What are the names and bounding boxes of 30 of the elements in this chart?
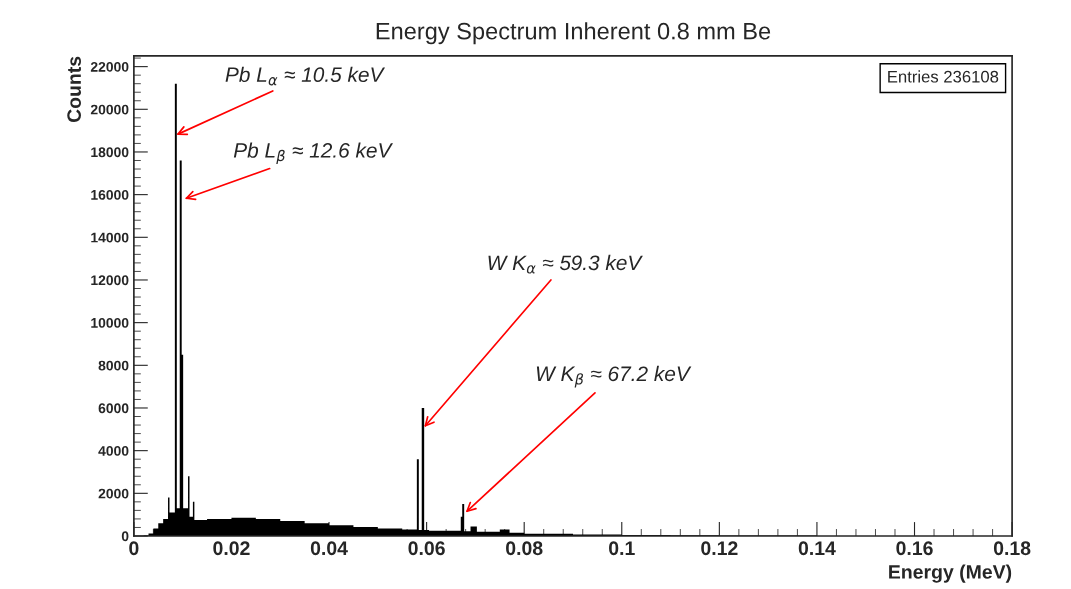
annotation: Entries 236108 (888, 70, 999, 83)
annotation: Pb L$_{α}$ ≈ 10.5 keV (225, 66, 386, 86)
y-tick-label: 6000 (98, 403, 129, 414)
y-tick-label: 4000 (98, 445, 129, 456)
x-tick-label: 0 (129, 541, 139, 556)
x-tick-label: 0.08 (506, 541, 543, 556)
x-axis-title: Energy (MeV) (889, 564, 1012, 583)
x-tick-label: 0.16 (896, 541, 933, 556)
x-tick-label: 0.12 (701, 541, 738, 556)
x-tick-label: 0.02 (213, 541, 250, 556)
y-tick-label: 0 (121, 531, 129, 542)
y-tick-label: 18000 (91, 147, 129, 158)
x-tick-label: 0.1 (609, 541, 635, 556)
chart-title: Energy Spectrum Inherent 0.8 mm Be (376, 22, 771, 45)
x-tick-label: 0.18 (993, 541, 1031, 556)
y-tick-label: 20000 (90, 104, 129, 115)
y-tick-label: 12000 (91, 275, 129, 286)
y-tick-label: 8000 (98, 360, 129, 371)
y-tick-label: 2000 (98, 488, 129, 499)
x-tick-label: 0.06 (408, 541, 445, 556)
annotation: W K$_{α}$ ≈ 59.3 keV (488, 254, 643, 274)
annotation: W K$_{β}$ ≈ 67.2 keV (536, 365, 692, 388)
y-tick-label: 10000 (91, 317, 129, 328)
y-tick-label: 14000 (91, 232, 129, 243)
y-tick-label: 22000 (90, 61, 129, 72)
x-tick-label: 0.04 (310, 541, 348, 556)
annotation: Pb L$_{β}$ ≈ 12.6 keV (233, 142, 394, 165)
x-tick-label: 0.14 (798, 541, 836, 556)
y-axis-title: Counts (67, 56, 81, 123)
y-tick-label: 16000 (91, 189, 129, 200)
